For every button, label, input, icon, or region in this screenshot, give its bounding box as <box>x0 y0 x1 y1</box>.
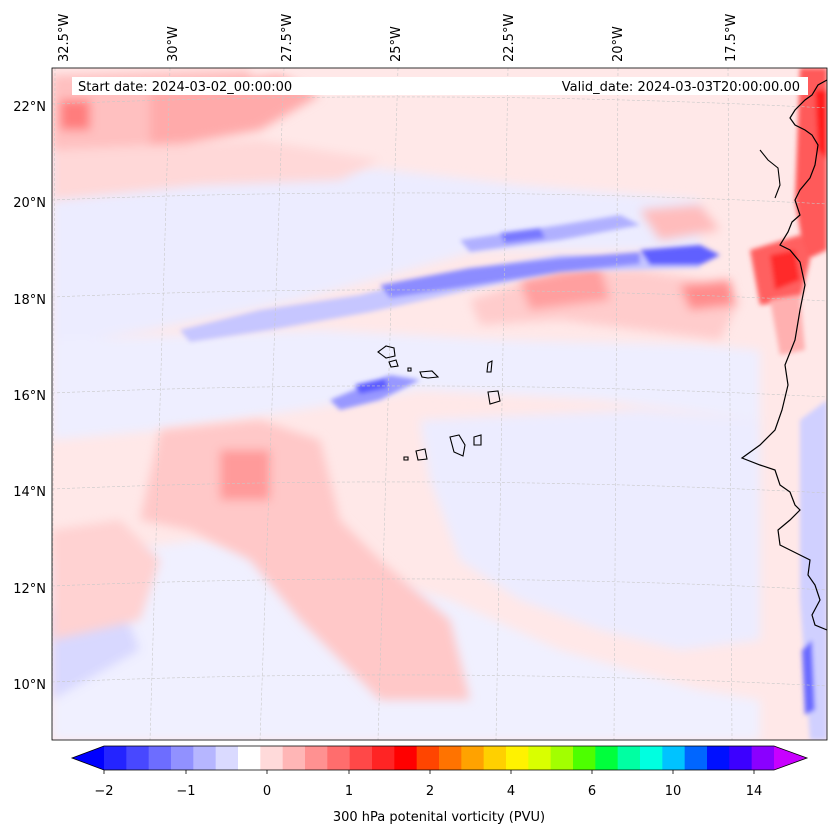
colorbar-segment <box>617 746 641 770</box>
pv-positive-areas <box>52 70 740 700</box>
lon-label-25w: 25°W <box>389 26 404 62</box>
colorbar-segment <box>126 746 150 770</box>
start-date-label: Start date: 2024-03-02_00:00:00 <box>78 80 292 95</box>
colorbar-segment <box>684 746 708 770</box>
pv-blue-streaks <box>180 215 720 410</box>
colorbar-segment <box>349 746 373 770</box>
colorbar-segment <box>305 746 328 770</box>
colorbar-segment <box>327 746 351 770</box>
cb-tick-label: 6 <box>588 784 596 799</box>
lat-label-22n: 22°N <box>13 100 46 115</box>
cb-tick-label: 14 <box>746 784 763 799</box>
colorbar-segment <box>372 746 395 770</box>
colorbar-segment <box>104 746 127 770</box>
cape-verde-islands <box>377 345 501 461</box>
colorbar-segment <box>483 746 507 770</box>
lat-label-16n: 16°N <box>13 389 46 404</box>
longitude-labels: 32.5°W 30°W 27.5°W 25°W 22.5°W 20°W 17.5… <box>57 14 739 62</box>
colorbar-segment <box>439 746 462 770</box>
latitude-labels: 22°N 20°N 18°N 16°N 14°N 12°N 10°N <box>13 100 46 693</box>
cb-tick-label: −1 <box>176 784 195 799</box>
lon-label-17-5w: 17.5°W <box>724 14 739 62</box>
colorbar-segment <box>506 746 529 770</box>
lat-label-20n: 20°N <box>13 196 46 211</box>
colorbar-segment <box>662 746 686 770</box>
cb-tick-label: 2 <box>426 784 434 799</box>
colorbar-segment <box>729 746 753 770</box>
colorbar <box>70 745 809 774</box>
colorbar-ticks: −2 −1 0 1 2 4 6 10 14 <box>94 784 762 799</box>
colorbar-segment <box>751 746 775 770</box>
colorbar-segment <box>148 746 172 770</box>
colorbar-segment <box>707 746 730 770</box>
lon-label-22-5w: 22.5°W <box>502 14 517 62</box>
cb-tick-label: 0 <box>263 784 271 799</box>
lon-label-27-5w: 27.5°W <box>280 14 295 62</box>
colorbar-segment <box>193 746 217 770</box>
cb-tick-label: −2 <box>94 784 113 799</box>
valid-date-label: Valid_date: 2024-03-03T20:00:00.00 <box>562 80 800 95</box>
pv-field <box>52 68 827 740</box>
colorbar-extend-max <box>774 746 807 770</box>
lat-label-14n: 14°N <box>13 485 46 500</box>
cb-tick-label: 10 <box>665 784 682 799</box>
lat-label-10n: 10°N <box>13 678 46 693</box>
lat-label-18n: 18°N <box>13 293 46 308</box>
info-bar <box>72 77 808 95</box>
colorbar-segment <box>528 746 552 770</box>
plot-frame <box>51 67 828 741</box>
colorbar-segment <box>573 746 596 770</box>
colorbar-segment <box>550 746 574 770</box>
colorbar-segment <box>595 746 619 770</box>
colorbar-extend-min <box>72 746 104 770</box>
africa-coastline <box>740 79 827 631</box>
colorbar-segment <box>260 746 284 770</box>
colorbar-segment <box>461 746 485 770</box>
colorbar-segment <box>282 746 306 770</box>
coast-inlet <box>759 149 781 199</box>
lon-label-20w: 20°W <box>611 26 626 62</box>
pv-coastal-band <box>750 68 827 740</box>
cb-tick-label: 1 <box>345 784 353 799</box>
colorbar-segment <box>640 746 663 770</box>
colorbar-segment <box>394 746 418 770</box>
lon-label-30w: 30°W <box>166 26 181 62</box>
lon-label-32-5w: 32.5°W <box>57 14 72 62</box>
colorbar-segment <box>215 746 239 770</box>
colorbar-segment <box>171 746 194 770</box>
colorbar-label: 300 hPa potenital vorticity (PVU) <box>333 810 545 825</box>
colorbar-segment <box>238 746 261 770</box>
colorbar-segment <box>416 746 440 770</box>
cb-tick-label: 4 <box>507 784 515 799</box>
lat-label-12n: 12°N <box>13 582 46 597</box>
graticule <box>52 68 827 740</box>
